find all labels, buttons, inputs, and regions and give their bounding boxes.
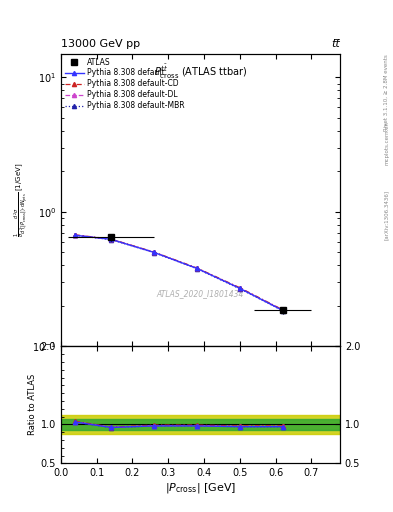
X-axis label: $|P_{\mathrm{cross}}|$ [GeV]: $|P_{\mathrm{cross}}|$ [GeV] bbox=[165, 481, 236, 495]
Text: $P_{\mathrm{cross}}^{t\bar{t}}$ (ATLAS ttbar): $P_{\mathrm{cross}}^{t\bar{t}}$ (ATLAS t… bbox=[154, 62, 247, 81]
Text: Rivet 3.1.10, ≥ 2.8M events: Rivet 3.1.10, ≥ 2.8M events bbox=[384, 54, 389, 131]
Y-axis label: Ratio to ATLAS: Ratio to ATLAS bbox=[28, 374, 37, 436]
Legend: ATLAS, Pythia 8.308 default, Pythia 8.308 default-CD, Pythia 8.308 default-DL, P: ATLAS, Pythia 8.308 default, Pythia 8.30… bbox=[63, 56, 186, 112]
Text: [arXiv:1306.3436]: [arXiv:1306.3436] bbox=[384, 190, 389, 240]
Text: mcplots.cern.ch: mcplots.cern.ch bbox=[384, 121, 389, 165]
Text: 13000 GeV pp: 13000 GeV pp bbox=[61, 38, 140, 49]
Y-axis label: $\frac{1}{\sigma}\frac{d^2\sigma}{d^2\!(|P_{\mathrm{cross}}|)\!\cdot\!\mathrm{d}: $\frac{1}{\sigma}\frac{d^2\sigma}{d^2\!(… bbox=[13, 163, 31, 237]
Text: ATLAS_2020_I1801434: ATLAS_2020_I1801434 bbox=[157, 289, 244, 298]
Text: tt̅: tt̅ bbox=[331, 38, 340, 49]
